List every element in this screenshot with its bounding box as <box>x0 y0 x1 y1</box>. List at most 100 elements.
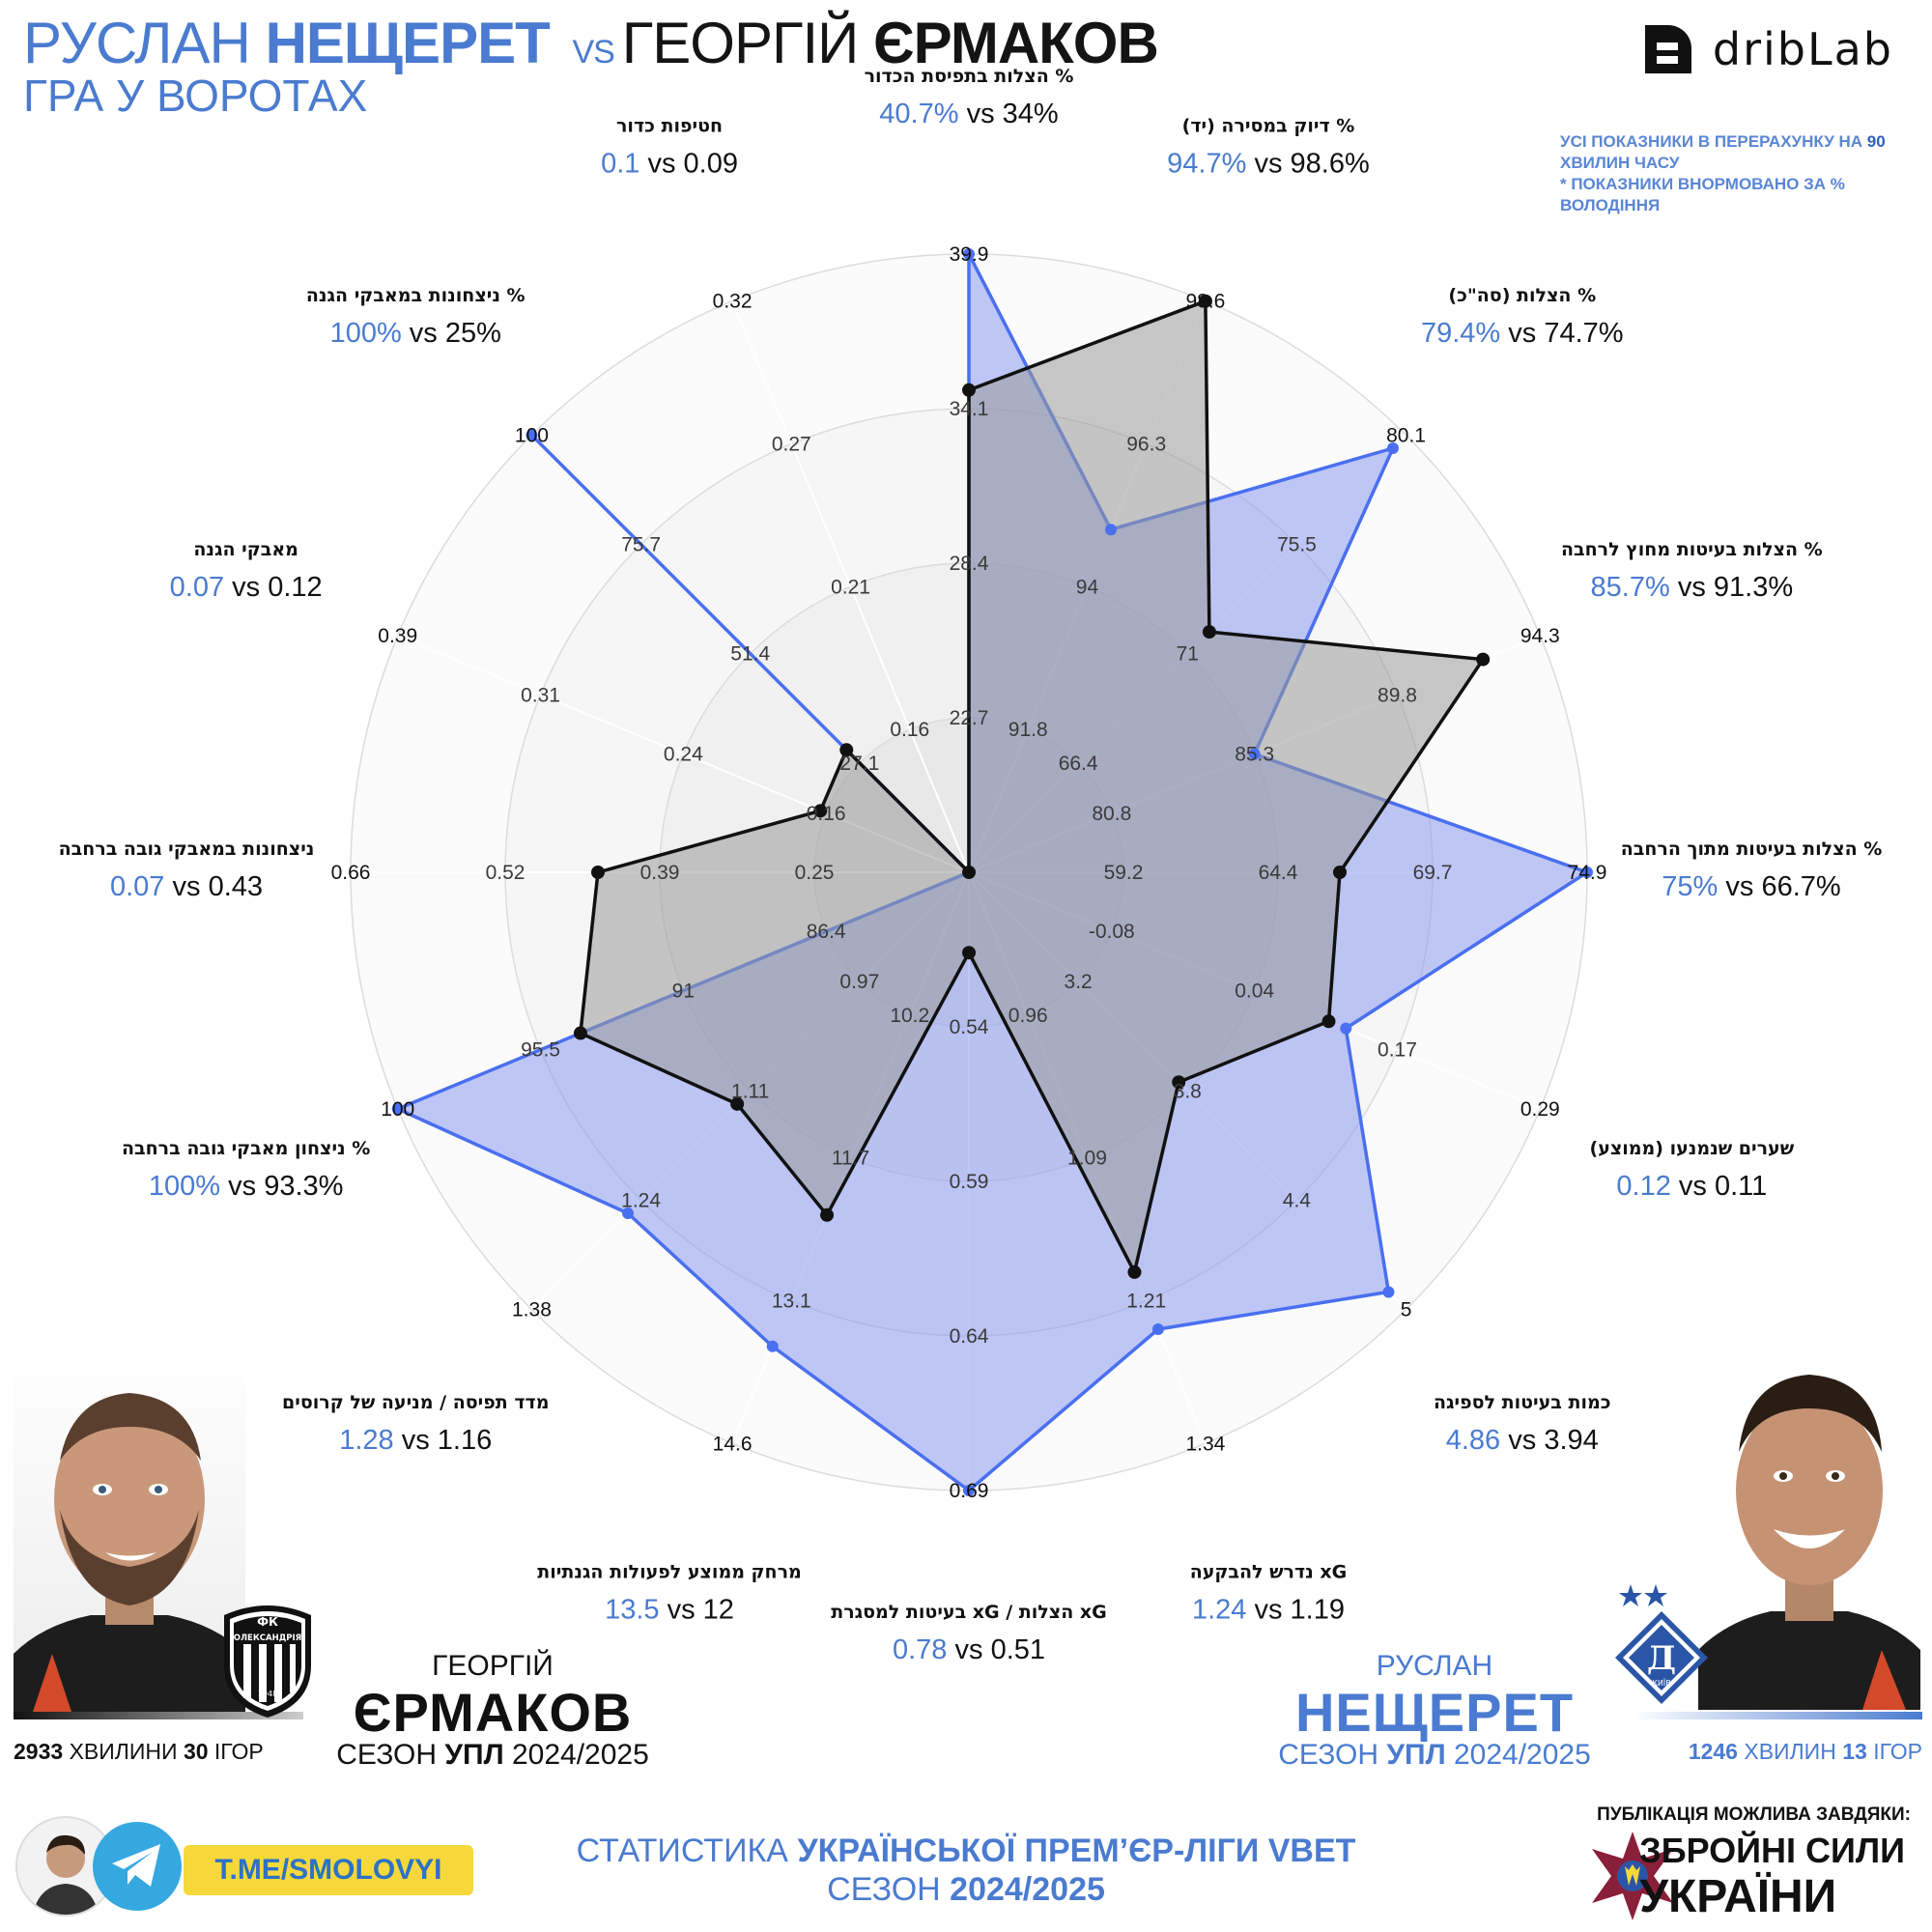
axis-title: מרחק ממוצע לפעולות הגנתיות <box>537 1561 802 1582</box>
value-p2: 3.94 <box>1544 1425 1598 1456</box>
series-p1-point <box>963 248 975 260</box>
series-p1-point <box>1581 867 1593 878</box>
axis-values: 100% vs 25% <box>330 318 501 349</box>
value-p2: 74.7% <box>1544 318 1623 349</box>
axis-title: % דיוק במסירה (יד) <box>1182 116 1355 137</box>
axis-tick-label: 0.17 <box>1378 1039 1417 1062</box>
axis-tick-label: 80.8 <box>1092 803 1131 825</box>
footer-league-name: УКРАЇНСЬКОЇ ПРЕМ’ЄР-ЛІГИ VBET <box>797 1833 1356 1869</box>
axis-values: 79.4% vs 74.7% <box>1421 318 1624 349</box>
axis-tick-label: 0.04 <box>1235 980 1274 1002</box>
axis-tick-label: 1.21 <box>1126 1290 1166 1312</box>
axis-values: 0.07 vs 0.43 <box>110 871 263 902</box>
series-p2-point <box>962 383 976 397</box>
axis-tick-label: 95.5 <box>521 1039 560 1062</box>
axis-title: חטיפות כדור <box>616 116 723 137</box>
axis-tick-label: 96.3 <box>1126 434 1166 456</box>
series-p1-point <box>1382 1286 1395 1298</box>
vs-sep: vs <box>224 572 268 603</box>
value-p2: 98.6% <box>1291 149 1370 180</box>
vs-label: VS <box>572 34 614 71</box>
p1-first-name: РУСЛАН <box>23 11 251 75</box>
left-mins-word: ХВИЛИНИ <box>69 1739 178 1764</box>
zsu-wordmark: ЗБРОЙНІ СИЛИ УКРАЇНИ <box>1639 1828 1905 1920</box>
axis-tick-label: 66.4 <box>1059 753 1098 775</box>
vs-sep: vs <box>164 871 208 902</box>
axis-title: כמות בעיטות לספיגה <box>1434 1392 1611 1413</box>
axis-tick-label: 34.1 <box>950 398 989 420</box>
value-p2: 0.09 <box>684 149 738 180</box>
right-season-b: УПЛ <box>1386 1739 1446 1771</box>
player-right-minutes: 1246 ХВИЛИН 13 ІГОР <box>1642 1739 1922 1765</box>
p2-last-name: ЄРМАКОВ <box>872 11 1159 75</box>
axis-tick-label: 86.4 <box>807 921 846 943</box>
player-right-photo <box>1698 1331 1920 1710</box>
note-line4: ВОЛОДІННЯ <box>1560 196 1661 214</box>
vs-sep: vs <box>394 1425 438 1456</box>
vs-sep: vs <box>660 1594 703 1625</box>
series-p2-point <box>962 946 976 960</box>
left-season-b: УПЛ <box>444 1739 504 1771</box>
footer-league-text: СТАТИСТИКА УКРАЇНСЬКОЇ ПРЕМ’ЄР-ЛІГИ VBET… <box>0 1832 1932 1909</box>
player-left-photo <box>14 1345 245 1712</box>
series-p2-point <box>1198 294 1212 308</box>
telegram-link[interactable]: T.ME/SMOLOVYI <box>184 1845 473 1895</box>
driblab-wordmark: dribLab <box>1712 23 1893 75</box>
value-p2: 91.3% <box>1714 572 1793 603</box>
axis-tick-label: 59.2 <box>1104 862 1144 884</box>
series-p1-point <box>1386 442 1399 455</box>
axis-tick-label: 94 <box>1076 576 1099 598</box>
axis-values: 13.5 vs 12 <box>605 1594 734 1625</box>
axis-tick-label: 0.32 <box>713 291 753 313</box>
axis-tick-label: 0.31 <box>521 684 560 706</box>
value-p1: 13.5 <box>605 1594 659 1625</box>
axis-tick-label: 0.24 <box>664 744 703 766</box>
value-p2: 1.19 <box>1291 1594 1345 1625</box>
axis-tick-label: 0.97 <box>839 971 879 993</box>
axis-tick-label: 100 <box>381 1098 414 1121</box>
axis-tick-label: 94.3 <box>1520 625 1560 647</box>
axis-title: % ניצחונות במאבקי הגנה <box>306 285 526 306</box>
axis-tick-label: 0.54 <box>950 1016 989 1038</box>
axis-values: 0.07 vs 0.12 <box>170 572 323 603</box>
value-p1: 0.12 <box>1616 1171 1670 1202</box>
axis-values: 1.24 vs 1.19 <box>1192 1594 1345 1625</box>
axis-tick-label: 27.1 <box>839 753 879 775</box>
footer-season-word: СЕЗОН <box>827 1871 941 1908</box>
axis-tick-label: 4.4 <box>1283 1189 1312 1211</box>
axis-tick-label: 80.1 <box>1386 424 1426 446</box>
right-games-word: ІГОР <box>1873 1739 1922 1764</box>
axis-tick-label: 0.52 <box>486 862 526 884</box>
value-p2: 0.51 <box>991 1634 1045 1665</box>
vs-sep: vs <box>1718 871 1761 902</box>
series-p2-point <box>1172 1075 1186 1090</box>
axis-title: % ניצחון מאבקי גובה ברחבה <box>122 1138 370 1159</box>
series-p2-point <box>730 1096 745 1111</box>
vs-sep: vs <box>947 1634 990 1665</box>
player-right-season: СЕЗОН УПЛ 2024/2025 <box>1261 1739 1608 1772</box>
axis-tick-label: 0.69 <box>950 1480 989 1502</box>
axis-tick-label: 10.2 <box>890 1005 929 1027</box>
vs-sep: vs <box>220 1171 264 1202</box>
value-p1: 4.86 <box>1446 1425 1500 1456</box>
series-p2-point <box>820 1208 835 1222</box>
vs-sep: vs <box>1246 1594 1290 1625</box>
telegram-icon[interactable] <box>93 1822 182 1911</box>
series-p1-point <box>1104 524 1117 536</box>
axis-tick-label: 0.21 <box>831 576 870 598</box>
axis-values: 85.7% vs 91.3% <box>1591 572 1794 603</box>
axis-title: % הצלות בעיטות מחוץ לרחבה <box>1561 539 1823 560</box>
zsu-cross-icon <box>1592 1832 1673 1920</box>
radar-polygons <box>391 248 1593 1496</box>
driblab-logo: dribLab <box>1639 21 1893 77</box>
axis-tick-label: 1.24 <box>621 1189 661 1211</box>
value-p1: 75% <box>1662 871 1718 902</box>
club-crest-icon: Д КИЇВ <box>1615 1584 1708 1704</box>
axis-values: 40.7% vs 34% <box>879 99 1058 129</box>
axis-title: שערים שנמנעו (ממוצע) <box>1590 1138 1795 1159</box>
axis-values: 75% vs 66.7% <box>1662 871 1840 902</box>
player-left-last: ЄРМАКОВ <box>353 1682 633 1743</box>
zsu-emblem <box>1586 1830 1679 1922</box>
axis-title: % הצלות בעיטות מתוך הרחבה <box>1621 838 1883 860</box>
